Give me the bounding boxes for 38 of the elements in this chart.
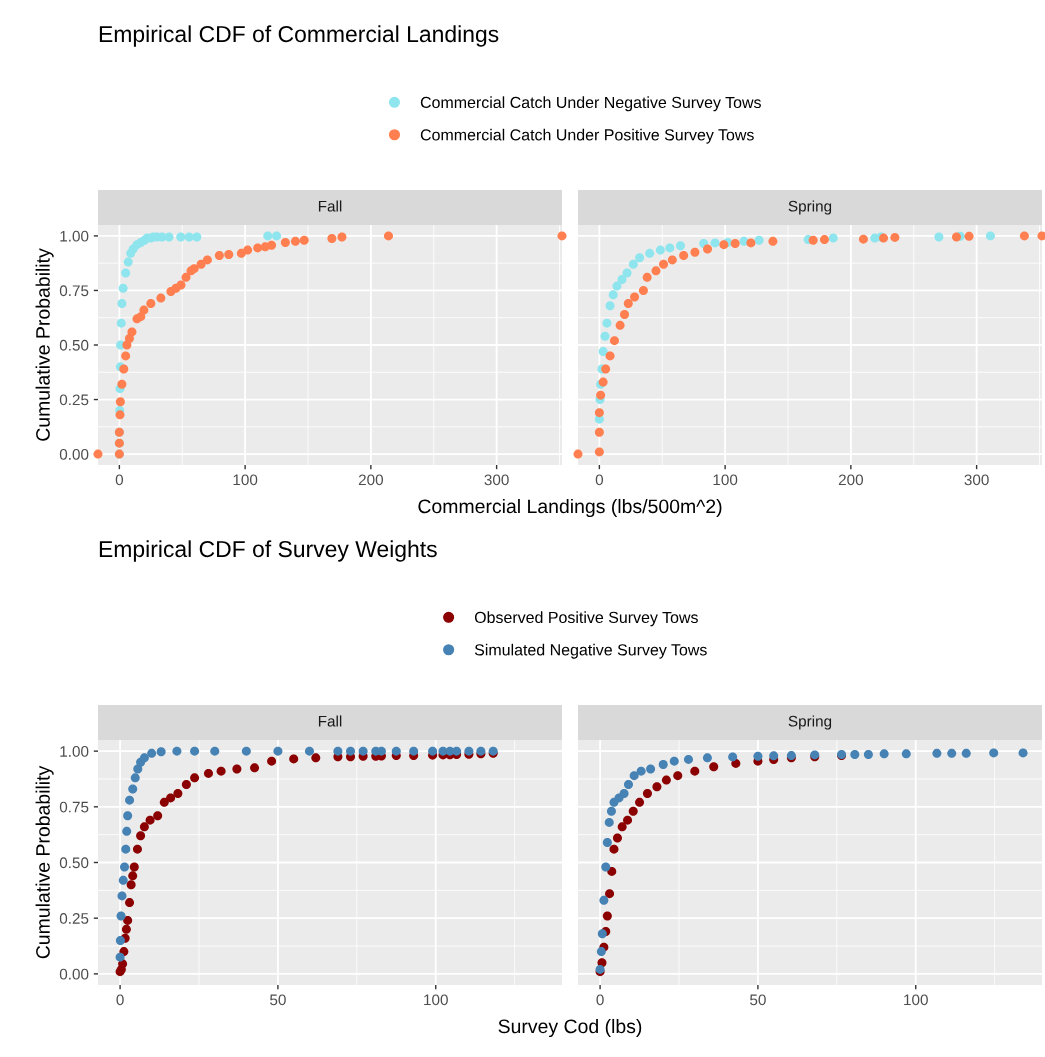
y-tick-label: 0.75	[59, 801, 89, 813]
y-tick-label: 1.00	[60, 230, 89, 242]
y-tick-label: 0.00	[59, 448, 89, 460]
x-tick-label: 300	[484, 474, 509, 486]
x-tick-label: 100	[233, 474, 258, 486]
chart-title: Empirical CDF of Survey Weights	[99, 540, 437, 562]
x-tick-label: 200	[358, 474, 384, 486]
chart-subtitle: Spring	[788, 200, 832, 215]
y-tick-label: 0.50	[59, 339, 89, 351]
legend-label: Simulated Negative Survey Tows	[474, 643, 707, 659]
chart-subtitle: Fall	[318, 200, 342, 212]
y-tick-label: 0.25	[59, 913, 89, 924]
legend-label: Observed Positive Survey Tows	[474, 611, 698, 627]
y-tick-label: 0.50	[59, 857, 89, 869]
x-tick-label: 50	[750, 994, 766, 1006]
chart-subtitle: Spring	[788, 715, 832, 730]
x-tick-label: 100	[713, 474, 738, 486]
legend-label: Commercial Catch Under Negative Survey Tows	[420, 96, 761, 112]
y-axis-title: Cumulative Probability	[35, 248, 54, 441]
chart-title: Empirical CDF of Commercial Landings	[99, 25, 499, 47]
x-axis-title: Commercial Landings (lbs/500m^2)	[418, 498, 722, 518]
y-tick-label: 1.00	[60, 746, 89, 757]
x-tick-label: 300	[964, 474, 989, 486]
chart-subtitle: Fall	[318, 715, 342, 727]
y-axis-title: Cumulative Probability	[35, 765, 54, 959]
y-tick-label: 0.00	[59, 968, 89, 980]
x-tick-label: 200	[838, 474, 864, 486]
x-tick-label: 0	[596, 994, 604, 1006]
x-tick-label: 0	[116, 994, 124, 1006]
y-tick-label: 0.75	[59, 285, 89, 297]
x-tick-label: 50	[270, 994, 286, 1006]
x-tick-label: 100	[904, 994, 928, 1006]
y-tick-label: 0.25	[59, 394, 89, 406]
x-tick-label: 0	[595, 474, 604, 486]
x-tick-label: 100	[424, 994, 448, 1006]
x-axis-title: Survey Cod (lbs)	[498, 1018, 642, 1038]
x-tick-label: 0	[115, 474, 124, 486]
legend-label: Commercial Catch Under Positive Survey Tows	[420, 128, 754, 144]
